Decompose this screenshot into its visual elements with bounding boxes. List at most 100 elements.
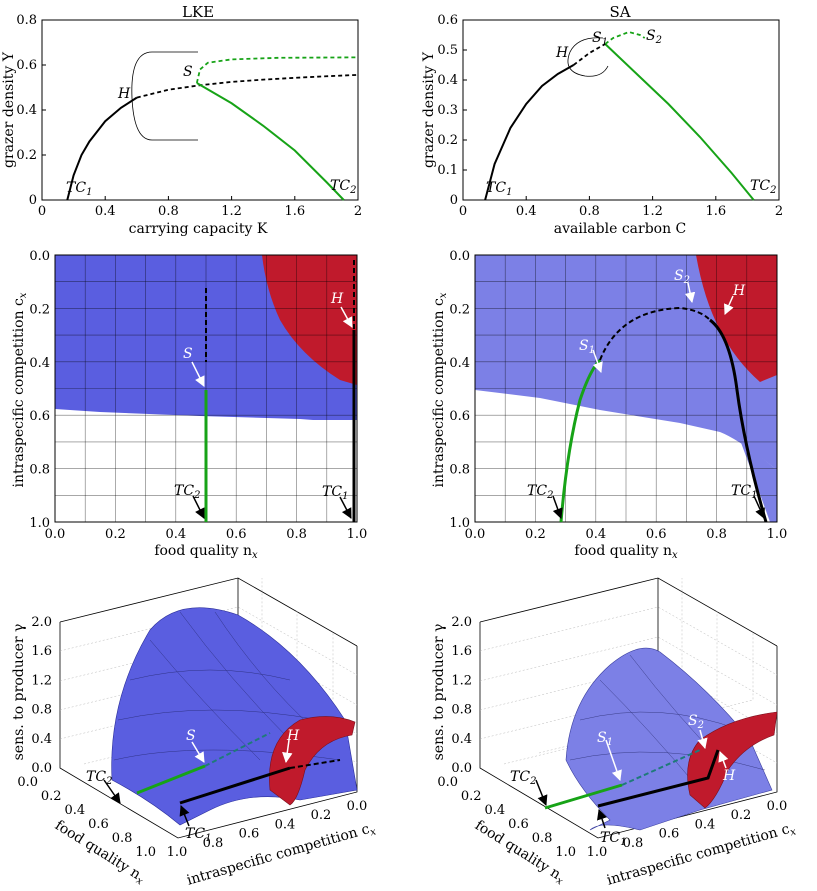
- y-tick-label: 0.8: [16, 13, 37, 28]
- c-tick-label: 0.4: [695, 817, 716, 832]
- series-line-black-dashed: [136, 74, 359, 99]
- x-tick-label: 1.0: [347, 527, 368, 542]
- region-red: [262, 255, 357, 385]
- chart-title: SA: [609, 3, 630, 21]
- label-tc1: TC1: [731, 483, 757, 501]
- plot-frame: [41, 19, 359, 201]
- x-tick-label: 0.4: [516, 204, 537, 219]
- label-tc1: TC1: [322, 484, 348, 502]
- arrow-s1: [605, 739, 622, 781]
- label-h: H: [330, 291, 344, 307]
- y-tick-label: 0.0: [29, 249, 50, 264]
- x-tick-label: 0.8: [706, 527, 727, 542]
- c-tick-label: 0.6: [659, 827, 680, 842]
- c-tick-label: 0.8: [203, 836, 224, 851]
- arrow-h: [724, 295, 734, 315]
- label-h: H: [732, 283, 746, 299]
- green-dashed: [204, 732, 271, 767]
- arrow-h: [282, 739, 293, 764]
- x-tick-label: 0.0: [465, 527, 486, 542]
- n-tick-label: 0.4: [65, 803, 86, 818]
- x-tick-label: 0.0: [45, 527, 66, 542]
- plot-frame: [474, 254, 778, 523]
- arrow-tc1: [339, 496, 352, 519]
- arrow-tc1: [179, 805, 190, 827]
- series-line-green-dashed: [604, 31, 646, 45]
- z-tick-label: 0.0: [451, 761, 472, 776]
- arrow-s2: [697, 729, 708, 750]
- c-tick-label: 0.0: [767, 799, 788, 814]
- chart-title: LKE: [182, 3, 214, 21]
- c-tick-label: 1.0: [167, 845, 188, 860]
- arrow-tc1: [753, 495, 765, 519]
- panel-lke-map: 0.0 0.2 0.4 0.6 0.8 1.00.00.20.40.60.81.0 S H…: [11, 249, 367, 561]
- x-axis-label: carrying capacity K: [129, 221, 268, 237]
- label-s2: S2: [674, 268, 690, 286]
- y-tick-label: 0.2: [29, 302, 50, 317]
- green-dashed: [621, 749, 701, 786]
- green-branch: [544, 783, 623, 810]
- n-tick-label: 0.4: [485, 803, 506, 818]
- label-s1: S1: [592, 30, 608, 48]
- z-tick-label: 0.4: [451, 732, 472, 747]
- z-axis-label: sens. to producer γ: [11, 624, 27, 761]
- z-tick-label: 2.0: [451, 615, 472, 630]
- y-tick-label: 1.0: [29, 516, 50, 531]
- y-tick-label: 0.8: [449, 463, 470, 478]
- z-tick-label: 0.0: [31, 761, 52, 776]
- label-s2: S2: [646, 28, 662, 46]
- panel-sa-3d: S1 S2 H TC2 TC1 0.00.40.81.21.62.00.00.2…: [431, 577, 798, 889]
- n-tick-label: 0.0: [17, 775, 38, 790]
- y-tick-label: 0.2: [437, 133, 458, 148]
- n-tick-label: 0.2: [41, 789, 62, 804]
- y-tick-label: 0.6: [29, 409, 50, 424]
- y-axis-label: intraspecific competition cx: [11, 292, 29, 487]
- n-tick-label: 0.0: [437, 775, 458, 790]
- y-tick-label: 0.3: [437, 103, 458, 118]
- arrow-tc1: [597, 809, 607, 829]
- z-tick-label: 2.0: [31, 615, 52, 630]
- x-tick-label: 0.4: [95, 204, 116, 219]
- y-tick-label: 0.1: [437, 163, 458, 178]
- red-surface: [269, 716, 356, 806]
- red-surface: [687, 711, 778, 809]
- y-tick-label: 0.4: [29, 356, 50, 371]
- green-branch: [559, 358, 602, 523]
- black-branch: [179, 766, 291, 805]
- x-tick-label: 1.0: [767, 527, 788, 542]
- x-tick-label: 2: [354, 204, 362, 219]
- label-s1: S1: [579, 338, 595, 356]
- label-tc2: TC2: [750, 178, 776, 196]
- label-s: S: [186, 728, 196, 744]
- series-line-green-dashed: [195, 56, 359, 84]
- y-tick-label: 0.6: [16, 58, 37, 73]
- black-branch: [597, 749, 720, 808]
- x-tick-label: 0.8: [579, 204, 600, 219]
- n-tick-label: 0.8: [532, 831, 553, 846]
- x-tick-label: 0.4: [585, 527, 606, 542]
- label-tc2: TC2: [510, 769, 536, 787]
- c-tick-label: 0.8: [623, 836, 644, 851]
- panel-sa-bifurcation: SA 0 0.4 0.8 1.2 1.6 2 0 0.1 0.2 0.3 0.4 0.5 0.6 ava…: [421, 3, 783, 237]
- z-tick-label: 1.2: [451, 673, 472, 688]
- label-h: H: [555, 45, 569, 61]
- x-tick-label: 0.8: [158, 204, 179, 219]
- arrow-tc2: [552, 495, 563, 519]
- x-tick-label: 0.6: [226, 527, 247, 542]
- label-h: H: [722, 768, 736, 784]
- c-tick-label: 0.6: [239, 827, 260, 842]
- hopf-loop: [567, 37, 609, 77]
- z-tick-label: 0.8: [31, 703, 52, 718]
- x-tick-label: 0.2: [105, 527, 126, 542]
- x-tick-label: 1.2: [221, 204, 242, 219]
- panel-sa-map: 0.0 0.2 0.4 0.6 0.8 1.00.00.20.40.60.81.0 S1 …: [431, 249, 787, 561]
- z-tick-label: 0.4: [31, 732, 52, 747]
- x-tick-label: 1.6: [284, 204, 305, 219]
- y-tick-label: 0.4: [437, 73, 458, 88]
- y-tick-label: 0: [450, 193, 458, 208]
- surface-mesh: [113, 611, 341, 761]
- x-tick-label: 0.8: [286, 527, 307, 542]
- x-tick-label: 2: [775, 204, 783, 219]
- series-line-black-dashed: [573, 43, 606, 66]
- n-tick-label: 0.2: [461, 789, 482, 804]
